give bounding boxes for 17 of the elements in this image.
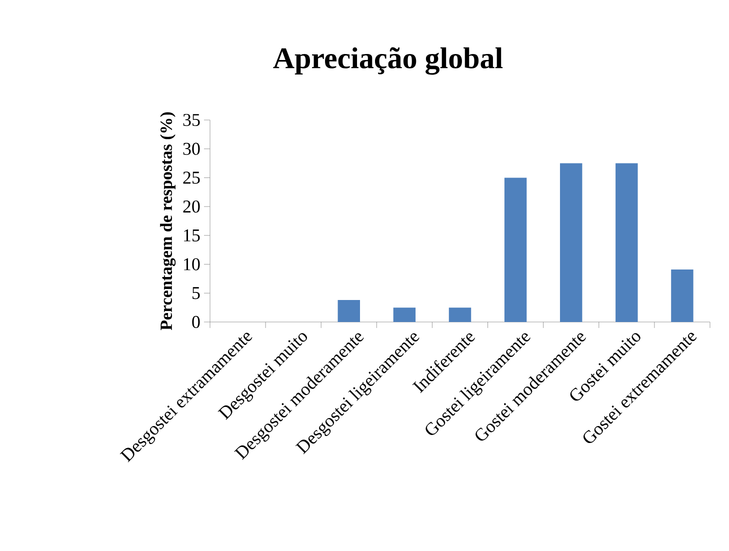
- y-tick-label: 10: [184, 258, 200, 270]
- y-tick-label: 0: [192, 316, 200, 328]
- y-tick-label: 25: [183, 172, 200, 184]
- y-axis-title: Percentagem de respostas (%): [160, 112, 176, 330]
- chart-title: Apreciação global: [273, 47, 503, 75]
- y-tick-label: 30: [183, 142, 200, 155]
- y-tick-label: 20: [183, 200, 200, 213]
- bar: [448, 308, 472, 322]
- bar: [338, 300, 360, 322]
- y-tick-label: 35: [183, 114, 200, 126]
- bar: [616, 163, 638, 322]
- y-tick-label: 15: [184, 229, 200, 242]
- bar: [504, 178, 527, 322]
- bar: [560, 163, 582, 322]
- bar: [393, 308, 416, 322]
- bar: [671, 269, 694, 322]
- y-tick-label: 5: [192, 287, 200, 300]
